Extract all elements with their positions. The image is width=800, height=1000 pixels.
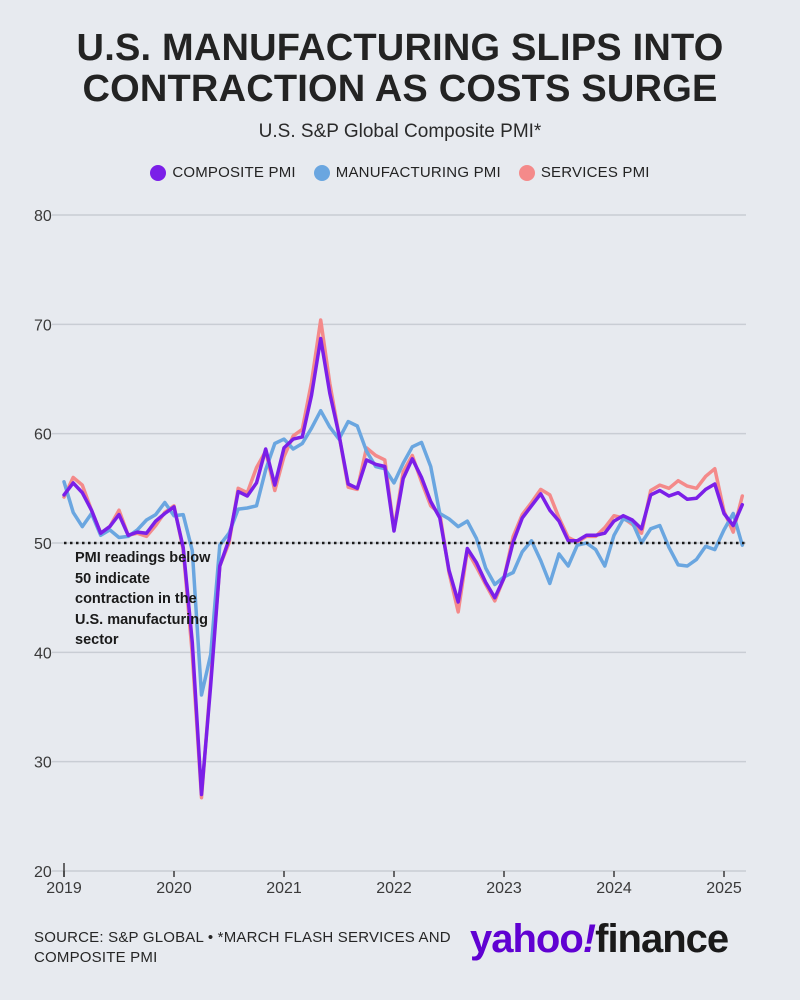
contraction-annotation: PMI readings below 50 indicate contracti… — [75, 550, 211, 648]
y-tick-label-20: 20 — [34, 864, 52, 881]
x-tick-label-2020: 2020 — [156, 880, 192, 895]
series-line-composite-pmi — [62, 336, 745, 797]
title-line-1: U.S. MANUFACTURING SLIPS INTO — [76, 27, 724, 69]
logo-yahoo: yahoo — [470, 917, 584, 961]
title-line-2: CONTRACTION AS COSTS SURGE — [82, 68, 718, 110]
x-tick-label-2022: 2022 — [376, 880, 412, 895]
legend: COMPOSITE PMI MANUFACTURING PMI SERVICES… — [0, 164, 800, 181]
legend-item-services: SERVICES PMI — [518, 164, 650, 181]
chart-title: U.S. MANUFACTURING SLIPS INTO CONTRACTIO… — [0, 28, 800, 110]
y-tick-label-50: 50 — [34, 536, 52, 553]
yahoo-finance-logo: yahoo!finance — [470, 917, 729, 962]
y-tick-label-80: 80 — [34, 208, 52, 225]
legend-swatch-manufacturing — [313, 164, 330, 181]
x-tick-label-2025: 2025 — [706, 880, 742, 895]
logo-finance: finance — [595, 917, 729, 961]
legend-label-manufacturing: MANUFACTURING PMI — [335, 164, 501, 181]
x-axis-tick-labels: 2019 2020 2021 2022 2023 2024 2025 — [46, 863, 742, 895]
source-note: SOURCE: S&P GLOBAL • *MARCH FLASH SERVIC… — [34, 929, 451, 966]
y-axis-tick-labels: 20 30 40 50 60 70 80 — [34, 208, 52, 881]
legend-label-composite: COMPOSITE PMI — [172, 164, 296, 181]
legend-item-manufacturing: MANUFACTURING PMI — [313, 164, 501, 181]
chart-subtitle: U.S. S&P Global Composite PMI* — [258, 121, 542, 142]
y-tick-label-70: 70 — [34, 317, 52, 334]
x-tick-label-2024: 2024 — [596, 880, 632, 895]
x-tick-label-2023: 2023 — [486, 880, 522, 895]
y-tick-label-60: 60 — [34, 427, 52, 444]
legend-item-composite: COMPOSITE PMI — [150, 164, 296, 181]
legend-swatch-services — [518, 164, 535, 181]
legend-swatch-composite — [150, 164, 167, 181]
x-tick-label-2021: 2021 — [266, 880, 302, 895]
y-tick-label-30: 30 — [34, 755, 52, 772]
series-lines — [62, 318, 745, 800]
logo-exclamation: ! — [582, 917, 596, 961]
legend-label-services: SERVICES PMI — [540, 164, 650, 181]
y-tick-label-40: 40 — [34, 645, 52, 662]
x-tick-label-2019: 2019 — [46, 880, 82, 895]
